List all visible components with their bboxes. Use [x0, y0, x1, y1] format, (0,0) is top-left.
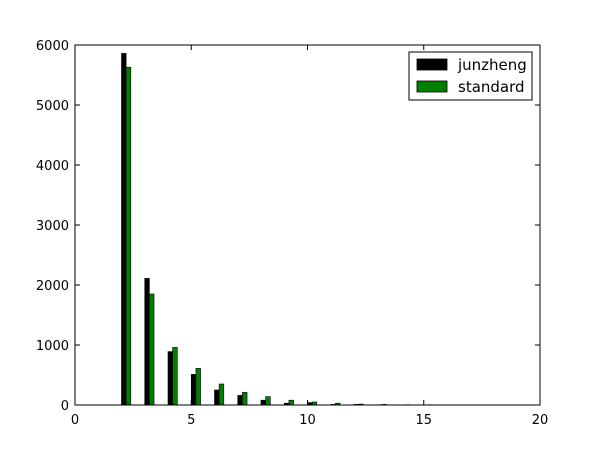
- bar-standard-4: [172, 347, 178, 406]
- y-tick-label: 4000: [36, 159, 69, 174]
- bar-standard-7: [242, 392, 248, 406]
- bar-junzheng-3: [144, 278, 150, 406]
- bar-standard-5: [195, 368, 201, 406]
- y-tick-label: 2000: [36, 279, 69, 294]
- y-tick-label: 1000: [36, 339, 69, 354]
- y-tick-label: 6000: [36, 39, 69, 54]
- legend-label-standard: standard: [458, 78, 525, 96]
- x-tick-label: 5: [187, 413, 195, 428]
- bars-layer: [121, 53, 527, 406]
- x-tick-label: 20: [532, 413, 549, 428]
- bar-junzheng-4: [167, 351, 173, 406]
- bar-standard-8: [265, 396, 271, 406]
- x-tick-label: 0: [71, 413, 79, 428]
- y-tick-label: 0: [61, 399, 69, 414]
- x-tick-label: 15: [415, 413, 432, 428]
- legend-label-junzheng: junzheng: [457, 56, 527, 74]
- y-tick-label: 3000: [36, 219, 69, 234]
- x-tick-label: 10: [299, 413, 316, 428]
- legend-swatch-junzheng: [416, 58, 448, 71]
- bar-junzheng-2: [121, 53, 127, 406]
- bar-standard-9: [288, 399, 294, 406]
- bar-junzheng-7: [237, 395, 243, 406]
- ticks-layer: 0 5 10 15 20 0 1000 2000 3000 4000 5000 6000: [36, 39, 548, 428]
- bar-junzheng-5: [190, 374, 197, 406]
- bar-standard-3: [149, 293, 155, 406]
- bar-junzheng-6: [214, 389, 220, 406]
- bar-junzheng-8: [260, 399, 266, 406]
- bar-standard-6: [218, 383, 225, 406]
- legend-swatch-standard: [416, 80, 448, 93]
- legend: junzheng standard: [408, 51, 533, 101]
- bar-standard-2: [125, 66, 132, 406]
- y-tick-label: 5000: [36, 99, 69, 114]
